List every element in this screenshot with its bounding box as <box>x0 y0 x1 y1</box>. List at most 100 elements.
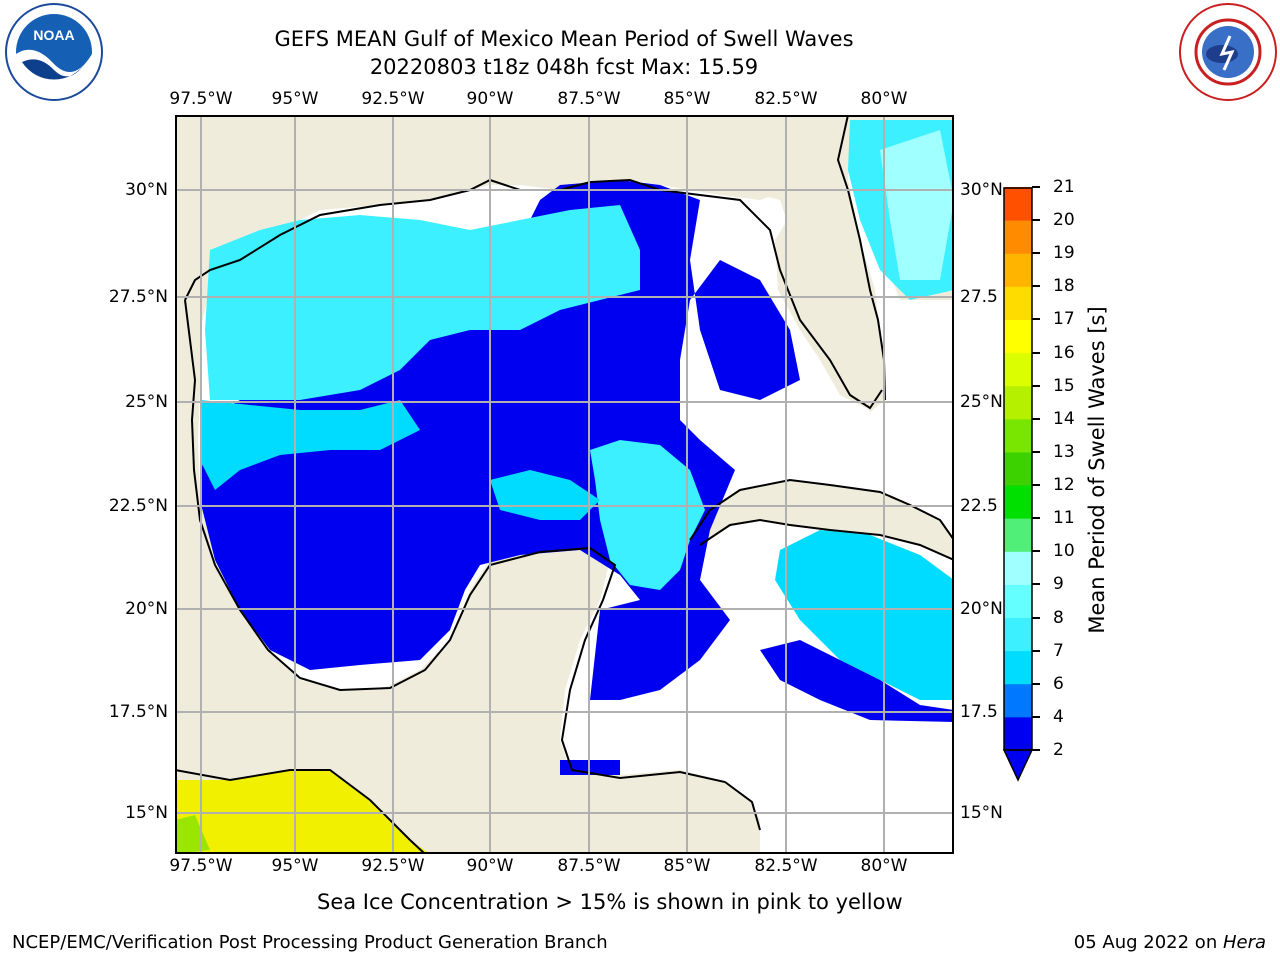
colorbar-segment <box>1004 253 1032 287</box>
colorbar-tick-mark <box>1032 616 1040 619</box>
colorbar-tick-mark <box>1032 450 1040 453</box>
colorbar-tick-mark <box>1032 318 1040 321</box>
colorbar-tick-label: 12 <box>1053 475 1075 496</box>
colorbar-segment <box>1004 485 1032 519</box>
colorbar-label: Mean Period of Swell Waves [s] <box>1085 306 1109 634</box>
colorbar-tick-label: 18 <box>1053 276 1075 297</box>
lon-tick-top: 92.5°W <box>361 89 425 109</box>
swell-region-caribbean-blue <box>760 640 954 722</box>
colorbar-tick-label: 4 <box>1053 706 1064 727</box>
lon-tick-bottom: 85°W <box>663 856 711 876</box>
colorbar-tick-label: 9 <box>1053 574 1064 595</box>
colorbar-tick-label: 7 <box>1053 640 1064 661</box>
colorbar-tick-label: 10 <box>1053 541 1075 562</box>
colorbar-tick-mark <box>1032 550 1040 553</box>
colorbar-tick-label: 11 <box>1053 508 1075 529</box>
colorbar-segment <box>1004 286 1032 320</box>
coastline-pacific <box>175 769 426 854</box>
map-plot <box>175 115 954 854</box>
colorbar-segment <box>1004 683 1032 718</box>
colorbar-tick-label: 20 <box>1053 210 1075 231</box>
footer-date-text: 05 Aug 2022 on <box>1073 932 1223 953</box>
lat-tick-left: 25°N <box>125 392 168 412</box>
noaa-logo: NOAA <box>5 3 103 101</box>
colorbar-tick-mark <box>1032 517 1040 520</box>
colorbar-tick-label: 17 <box>1053 309 1075 330</box>
colorbar-border <box>1003 187 1033 751</box>
lat-tick-right: 30°N <box>960 180 1003 200</box>
colorbar-segment <box>1004 617 1032 652</box>
colorbar-segment <box>1004 385 1032 420</box>
swell-region-cyan-central <box>490 470 600 520</box>
colorbar-segment <box>1004 319 1032 354</box>
swell-region-cyan-west <box>200 400 420 490</box>
colorbar-tick-label: 14 <box>1053 408 1075 429</box>
colorbar-tick-label: 6 <box>1053 673 1064 694</box>
svg-text:NOAA: NOAA <box>33 27 74 43</box>
colorbar-extend-triangle <box>1002 749 1034 782</box>
colorbar-segment <box>1004 187 1032 221</box>
map-border <box>175 115 954 854</box>
colorbar-tick-label: 15 <box>1053 375 1075 396</box>
colorbar-tick-mark <box>1032 484 1040 487</box>
lat-tick-left: 27.5°N <box>108 287 168 307</box>
lon-tick-top: 97.5°W <box>169 89 233 109</box>
lon-tick-bottom: 82.5°W <box>754 856 818 876</box>
colorbar-tick-mark <box>1032 252 1040 255</box>
colorbar-tick-mark <box>1032 715 1040 718</box>
swell-region-cyan-caribbean <box>775 530 954 700</box>
lat-tick-right: 17.5 <box>960 702 998 722</box>
coastline-us <box>184 178 883 410</box>
colorbar-tick-mark <box>1032 219 1040 222</box>
colorbar-tick-label: 8 <box>1053 607 1064 628</box>
colorbar-tick-mark <box>1032 682 1040 685</box>
swell-region-light-cyan-north <box>205 205 640 400</box>
footer-machine: Hera <box>1222 932 1266 953</box>
lon-tick-bottom: 95°W <box>271 856 319 876</box>
lat-tick-right: 15°N <box>960 803 1003 823</box>
lon-tick-bottom: 87.5°W <box>557 856 621 876</box>
colorbar-tick-mark <box>1032 186 1040 188</box>
footer-credit: NCEP/EMC/Verification Post Processing Pr… <box>12 932 608 953</box>
lat-tick-left: 15°N <box>125 803 168 823</box>
colorbar-segment <box>1004 418 1032 453</box>
colorbar-tick-label: 2 <box>1053 740 1064 760</box>
colorbar-tick-label: 16 <box>1053 342 1075 363</box>
lon-tick-top: 82.5°W <box>754 89 818 109</box>
lon-tick-bottom: 92.5°W <box>361 856 425 876</box>
colorbar-tick-mark <box>1032 285 1040 288</box>
chart-subtitle: 20220803 t18z 048h fcst Max: 15.59 <box>369 55 759 79</box>
lat-tick-right: 25°N <box>960 392 1003 412</box>
sea-ice-note: Sea Ice Concentration > 15% is shown in … <box>317 890 903 914</box>
lat-tick-right: 20°N <box>960 599 1003 619</box>
lon-tick-bottom: 90°W <box>466 856 514 876</box>
lon-tick-top: 90°W <box>466 89 514 109</box>
colorbar-tick-mark <box>1032 583 1040 586</box>
nws-logo <box>1179 3 1277 101</box>
colorbar-tick-mark <box>1032 417 1040 420</box>
lat-tick-left: 30°N <box>125 180 168 200</box>
lat-tick-left: 17.5°N <box>108 702 168 722</box>
colorbar-tick-mark <box>1032 749 1040 751</box>
coastline-cuba-north <box>689 478 954 541</box>
lon-tick-bottom: 80°W <box>860 856 908 876</box>
footer-date: 05 Aug 2022 on Hera <box>1074 932 1266 953</box>
colorbar-tick-mark <box>1032 384 1040 387</box>
colorbar-tick-label: 13 <box>1053 441 1075 462</box>
lat-tick-left: 22.5°N <box>108 496 168 516</box>
colorbar-segment <box>1004 518 1032 552</box>
colorbar <box>1002 187 1034 782</box>
lat-tick-right: 27.5 <box>960 287 998 307</box>
colorbar-segment <box>1004 551 1032 585</box>
colorbar-tick-mark <box>1032 351 1040 354</box>
lat-tick-left: 20°N <box>125 599 168 619</box>
colorbar-segment <box>1004 220 1032 254</box>
land-cuba <box>690 480 954 560</box>
lon-tick-top: 85°W <box>663 89 711 109</box>
colorbar-segment <box>1004 451 1032 486</box>
swell-region-cyan-yucatan <box>590 440 705 590</box>
colorbar-segment <box>1004 352 1032 387</box>
lon-tick-top: 87.5°W <box>557 89 621 109</box>
colorbar-tick-mark <box>1032 649 1040 652</box>
colorbar-tick-label: 19 <box>1053 243 1075 264</box>
